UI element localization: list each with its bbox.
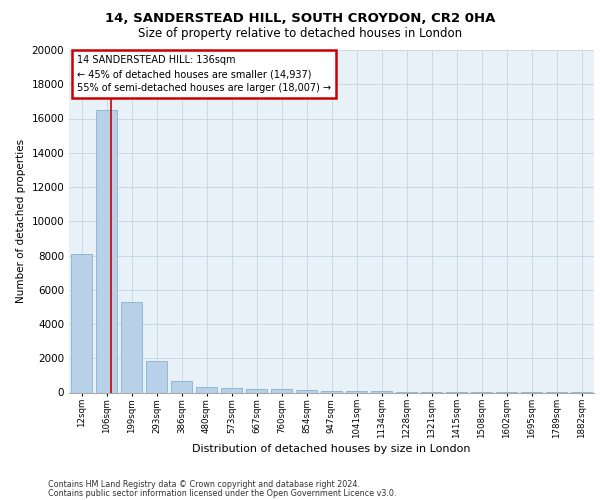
Text: 14, SANDERSTEAD HILL, SOUTH CROYDON, CR2 0HA: 14, SANDERSTEAD HILL, SOUTH CROYDON, CR2… — [105, 12, 495, 26]
Text: Contains HM Land Registry data © Crown copyright and database right 2024.: Contains HM Land Registry data © Crown c… — [48, 480, 360, 489]
Bar — [271, 388, 292, 392]
Bar — [296, 390, 317, 392]
Bar — [96, 110, 117, 393]
Bar — [146, 361, 167, 392]
Bar — [346, 391, 367, 392]
Y-axis label: Number of detached properties: Number of detached properties — [16, 139, 26, 304]
Text: Size of property relative to detached houses in London: Size of property relative to detached ho… — [138, 28, 462, 40]
Bar — [121, 302, 142, 392]
Bar — [221, 388, 242, 392]
Bar — [171, 382, 192, 392]
Text: 14 SANDERSTEAD HILL: 136sqm
← 45% of detached houses are smaller (14,937)
55% of: 14 SANDERSTEAD HILL: 136sqm ← 45% of det… — [77, 55, 331, 93]
Bar — [246, 388, 267, 392]
Text: Contains public sector information licensed under the Open Government Licence v3: Contains public sector information licen… — [48, 488, 397, 498]
X-axis label: Distribution of detached houses by size in London: Distribution of detached houses by size … — [192, 444, 471, 454]
Bar — [71, 254, 92, 392]
Bar — [321, 391, 342, 392]
Bar — [196, 386, 217, 392]
